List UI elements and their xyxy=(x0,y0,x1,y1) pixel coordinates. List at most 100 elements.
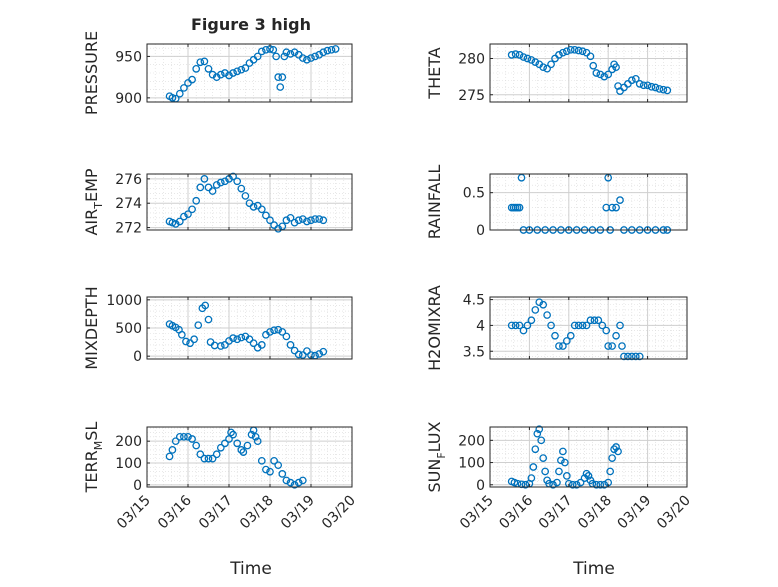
data-point xyxy=(327,45,336,54)
data-point xyxy=(233,177,242,186)
data-point xyxy=(578,47,587,56)
data-point xyxy=(276,83,285,91)
data-point xyxy=(531,445,540,454)
data-point xyxy=(241,64,250,72)
y-tick-label: 0 xyxy=(133,349,142,365)
data-point xyxy=(290,218,299,227)
data-point xyxy=(517,480,526,489)
data-point xyxy=(598,321,607,330)
data-point xyxy=(200,175,209,183)
x-tick-label: 03/17 xyxy=(196,493,236,533)
data-point xyxy=(555,467,563,476)
data-point xyxy=(239,448,248,456)
data-point xyxy=(216,443,225,452)
data-point xyxy=(298,54,307,62)
data-point xyxy=(582,321,591,330)
data-point xyxy=(319,216,328,225)
data-point xyxy=(180,212,188,221)
data-point xyxy=(184,210,192,219)
data-point xyxy=(559,447,567,456)
data-point xyxy=(171,220,180,228)
data-point xyxy=(286,478,295,487)
data-point xyxy=(531,306,540,314)
data-point xyxy=(311,52,319,61)
data-point xyxy=(527,474,536,482)
data-point xyxy=(188,435,196,443)
data-point xyxy=(535,425,544,434)
data-point xyxy=(274,325,283,334)
y-tick-label: 1000 xyxy=(106,293,142,309)
data-point xyxy=(614,447,622,456)
data-point xyxy=(547,60,555,69)
y-tick-label: 3.5 xyxy=(463,344,485,360)
data-point xyxy=(229,172,237,181)
data-point xyxy=(245,335,254,344)
data-point xyxy=(204,315,213,324)
data-point xyxy=(278,73,287,81)
data-point xyxy=(249,203,258,211)
data-point xyxy=(201,301,210,310)
data-point xyxy=(616,196,624,204)
data-point xyxy=(566,45,575,54)
axes-box xyxy=(146,173,353,231)
data-point xyxy=(216,178,225,187)
data-point xyxy=(282,332,291,341)
data-point xyxy=(168,446,177,454)
data-point xyxy=(294,216,303,225)
data-point xyxy=(251,432,260,441)
data-point xyxy=(282,476,291,485)
data-point xyxy=(216,342,225,350)
data-point xyxy=(243,441,252,450)
panel-mixdepth: 0 500 1000 MIXDEPTH xyxy=(82,286,353,370)
plot-area xyxy=(490,44,687,102)
x-tick-label: 03/19 xyxy=(615,493,655,533)
data-point xyxy=(515,203,524,212)
y-tick-label: 4.5 xyxy=(463,293,485,309)
data-point xyxy=(576,478,585,487)
data-point xyxy=(584,472,593,480)
y-axis-label: PRESSURE xyxy=(82,31,101,115)
data-point xyxy=(608,203,616,212)
data-point xyxy=(574,46,583,55)
axes-box xyxy=(489,296,688,360)
data-point xyxy=(257,47,266,56)
x-tick-label: 03/18 xyxy=(575,493,615,533)
y-axis-label: MIXDEPTH xyxy=(82,286,101,369)
y-tick-label: 500 xyxy=(115,321,142,337)
data-point xyxy=(182,337,190,346)
data-point xyxy=(208,187,217,195)
y-axis-label: TERRMSL xyxy=(82,422,105,494)
data-point xyxy=(311,215,319,223)
x-tick-label: 03/18 xyxy=(237,493,277,533)
data-point xyxy=(241,192,250,200)
data-point xyxy=(168,94,177,102)
data-point xyxy=(229,69,237,77)
data-point xyxy=(257,456,266,465)
y-tick-label: 100 xyxy=(115,456,142,472)
data-point xyxy=(196,450,205,459)
y-tick-label: 4 xyxy=(476,318,485,334)
data-point xyxy=(612,331,620,340)
x-tick-label: 03/16 xyxy=(496,492,536,532)
data-point xyxy=(627,352,636,361)
data-point xyxy=(290,346,299,355)
data-point xyxy=(624,352,632,361)
data-point xyxy=(608,342,616,350)
data-point xyxy=(237,446,246,454)
data-point xyxy=(562,47,571,56)
data-point xyxy=(190,335,198,344)
data-point xyxy=(282,48,291,57)
x-tick-label: 03/17 xyxy=(536,493,576,533)
y-tick-label: 950 xyxy=(115,49,142,65)
data-point xyxy=(568,480,577,489)
data-point xyxy=(655,85,664,93)
data-point xyxy=(286,213,295,222)
data-point xyxy=(278,470,287,478)
data-point xyxy=(290,480,299,489)
data-point xyxy=(208,454,217,463)
data-point xyxy=(519,326,528,335)
data-point xyxy=(578,321,587,330)
data-point xyxy=(590,316,599,325)
